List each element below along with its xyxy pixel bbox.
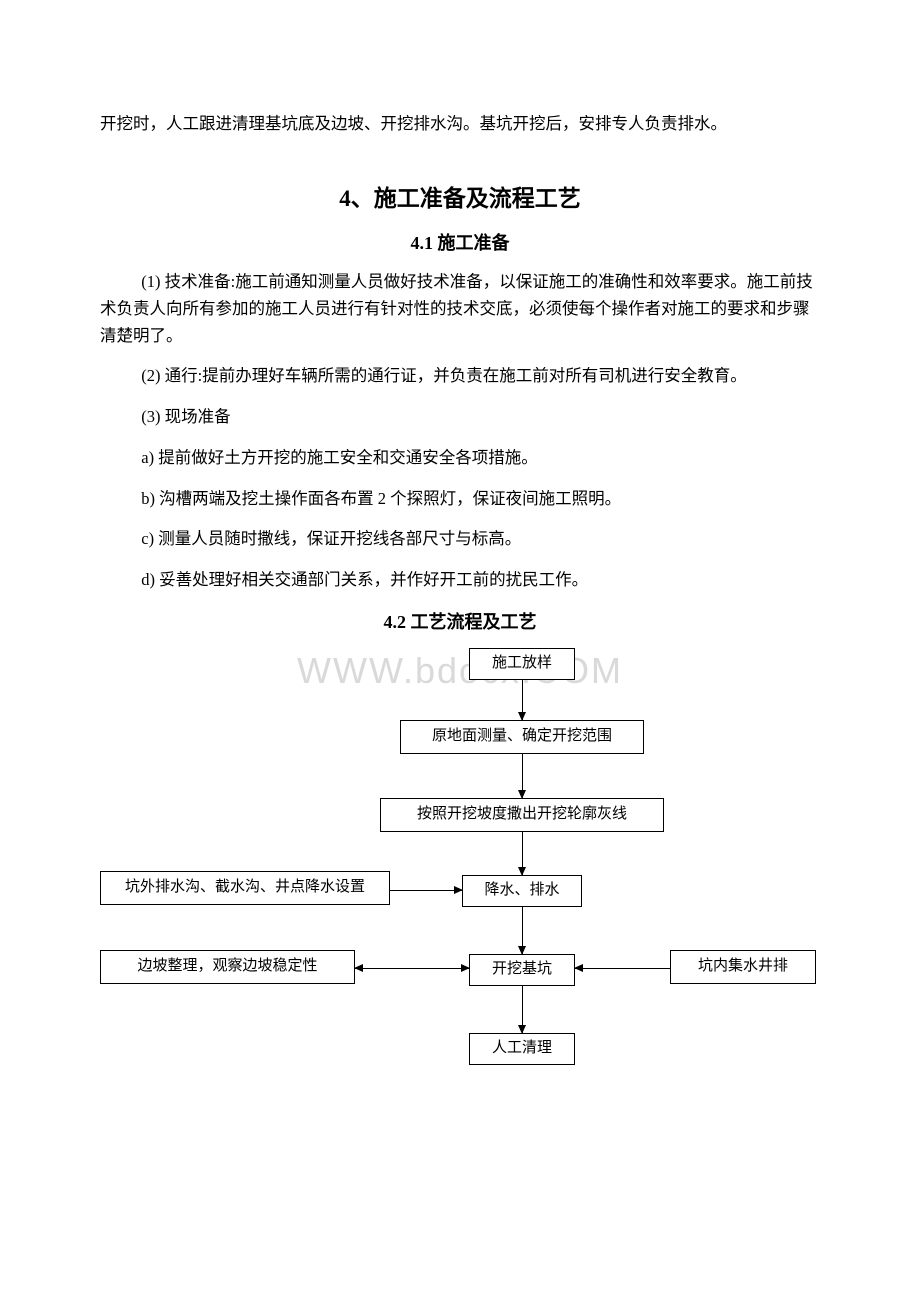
section-4-title: 4、施工准备及流程工艺	[100, 179, 820, 213]
flowchart-node: 按照开挖坡度撒出开挖轮廓灰线	[380, 798, 664, 832]
flowchart-node: 坑内集水井排	[670, 950, 816, 984]
flowchart-arrow	[522, 754, 523, 798]
flowchart-arrow	[522, 680, 523, 720]
process-flowchart: 施工放样原地面测量、确定开挖范围按照开挖坡度撒出开挖轮廓灰线降水、排水开挖基坑人…	[100, 648, 820, 1108]
flowchart-arrow	[522, 986, 523, 1033]
para-4-1-1: (1) 技术准备:施工前通知测量人员做好技术准备，以保证施工的准确性和效率要求。…	[100, 269, 820, 349]
intro-paragraph: 开挖时，人工跟进清理基坑底及边坡、开挖排水沟。基坑开挖后，安排专人负责排水。	[100, 110, 820, 137]
para-4-1-a: a) 提前做好土方开挖的施工安全和交通安全各项措施。	[100, 445, 820, 472]
flowchart-arrow	[522, 907, 523, 954]
para-4-1-c: c) 测量人员随时撒线，保证开挖线各部尺寸与标高。	[100, 526, 820, 553]
section-4-2-title: 4.2 工艺流程及工艺	[100, 608, 820, 634]
flowchart-node: 原地面测量、确定开挖范围	[400, 720, 644, 754]
flowchart-arrow	[575, 968, 670, 969]
flowchart-node: 降水、排水	[462, 875, 582, 907]
flowchart-node: 坑外排水沟、截水沟、井点降水设置	[100, 871, 390, 905]
para-4-1-b: b) 沟槽两端及挖土操作面各布置 2 个探照灯，保证夜间施工照明。	[100, 486, 820, 513]
para-4-1-d: d) 妥善处理好相关交通部门关系，并作好开工前的扰民工作。	[100, 567, 820, 594]
flowchart-arrow	[390, 890, 462, 891]
flowchart-node: 边坡整理，观察边坡稳定性	[100, 950, 355, 984]
flowchart-node: 人工清理	[469, 1033, 575, 1065]
flowchart-arrow	[522, 832, 523, 875]
section-4-1-title: 4.1 施工准备	[100, 229, 820, 255]
flowchart-node: 施工放样	[469, 648, 575, 680]
flowchart-node: 开挖基坑	[469, 954, 575, 986]
para-4-1-2: (2) 通行:提前办理好车辆所需的通行证，并负责在施工前对所有司机进行安全教育。	[100, 363, 820, 390]
para-4-1-3: (3) 现场准备	[100, 404, 820, 431]
flowchart-arrow	[355, 968, 469, 969]
